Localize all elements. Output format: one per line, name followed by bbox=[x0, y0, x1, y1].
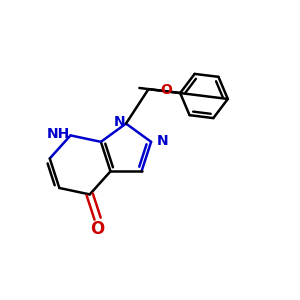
Text: N: N bbox=[157, 134, 168, 148]
Text: O: O bbox=[160, 83, 172, 98]
Text: O: O bbox=[91, 220, 105, 238]
Text: NH: NH bbox=[46, 127, 70, 141]
Text: N: N bbox=[114, 115, 126, 129]
